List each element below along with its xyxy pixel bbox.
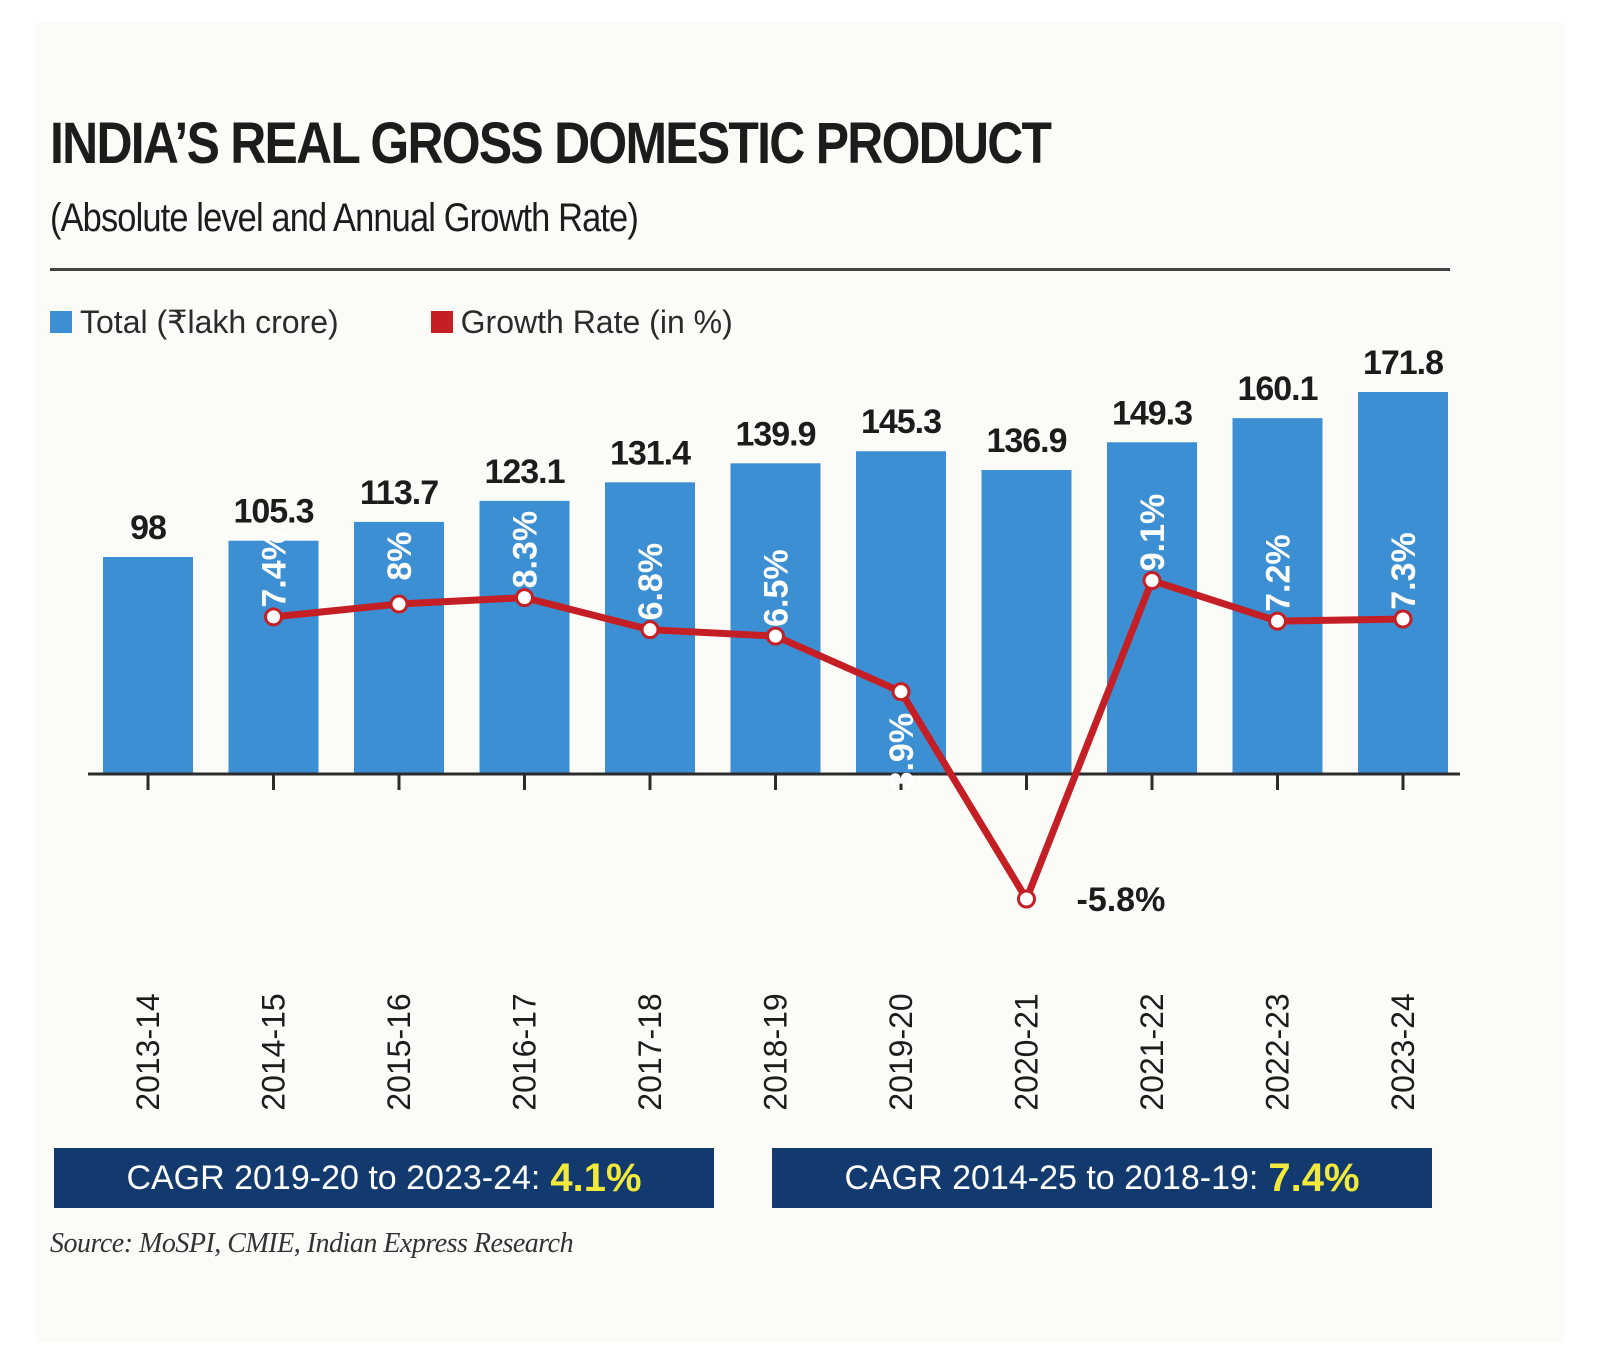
- legend: Total (₹lakh crore) Growth Rate (in %): [50, 300, 825, 344]
- bar-2020-21: [981, 470, 1072, 774]
- growth-point-2015-16: [389, 594, 409, 614]
- title-divider: [50, 268, 1450, 271]
- bar-2015-16: [354, 521, 444, 774]
- growth-point-2016-17: [515, 588, 534, 608]
- growth-point-2017-18: [640, 620, 660, 640]
- bar-value-label: 149.3: [1112, 394, 1192, 432]
- x-tick-label: 2016-17: [507, 993, 543, 1110]
- bar-value-label: 136.9: [986, 422, 1066, 460]
- chart-title: INDIA’S REAL GROSS DOMESTIC PRODUCT: [50, 111, 1052, 176]
- bar-2022-23: [1232, 418, 1323, 774]
- growth-rate-label: 8%: [381, 531, 419, 580]
- legend-swatch-total: [50, 311, 72, 333]
- growth-point-2019-20: [891, 682, 911, 702]
- growth-rate-label: 7.4%: [256, 530, 294, 608]
- bar-value-label: 131.4: [610, 434, 691, 472]
- x-tick-label: 2023-24: [1385, 993, 1421, 1110]
- source-note: Source: MoSPI, CMIE, Indian Express Rese…: [50, 1228, 574, 1259]
- growth-point-2021-22: [1142, 571, 1162, 591]
- bar-2021-22: [1107, 442, 1197, 774]
- legend-label-growth: Growth Rate (in %): [460, 303, 733, 340]
- growth-rate-label: 8.3%: [507, 511, 545, 589]
- bar-value-label: 105.3: [233, 493, 313, 531]
- bar-value-label: 145.3: [861, 403, 941, 441]
- x-tick-label: 2017-18: [632, 993, 668, 1110]
- legend-item-growth: Growth Rate (in %): [430, 303, 733, 341]
- bar-2018-19: [730, 463, 821, 774]
- cagr-value-recent: 4.1%: [550, 1155, 642, 1200]
- cagr-label-recent: CAGR 2019-20 to 2023-24:: [126, 1158, 541, 1197]
- bar-2014-15: [228, 540, 319, 774]
- growth-rate-line: [273, 577, 1404, 903]
- legend-swatch-growth: [430, 311, 453, 333]
- legend-item-total: Total (₹lakh crore): [50, 303, 339, 341]
- growth-rate-label: 7.3%: [1385, 532, 1423, 610]
- x-tick-label: 2014-15: [256, 993, 292, 1110]
- bar-value-label: 113.7: [360, 474, 438, 512]
- growth-rate-label: 7.2%: [1260, 534, 1298, 612]
- legend-label-total: Total (₹lakh crore): [80, 304, 339, 340]
- x-tick-label: 2019-20: [883, 993, 919, 1110]
- cagr-value-earlier: 7.4%: [1268, 1155, 1360, 1200]
- bar-2016-17: [479, 500, 570, 774]
- growth-rate-label: 6.5%: [758, 549, 796, 627]
- chart-subtitle: (Absolute level and Annual Growth Rate): [50, 196, 639, 240]
- bar-value-label: 139.9: [735, 415, 815, 453]
- x-tick-label: 2021-22: [1134, 993, 1170, 1110]
- growth-point-2023-24: [1393, 609, 1413, 629]
- x-tick-label: 2013-14: [130, 993, 166, 1110]
- x-tick-label: 2018-19: [758, 993, 794, 1110]
- x-tick-label: 2015-16: [381, 993, 417, 1110]
- growth-rate-label: 3.9%: [883, 713, 921, 791]
- growth-rate-label: 6.8%: [632, 543, 670, 621]
- cagr-box-earlier: CAGR 2014-25 to 2018-19: 7.4%: [772, 1148, 1432, 1208]
- bar-value-label: 98: [130, 509, 166, 547]
- bar-value-label: 160.1: [1237, 370, 1317, 408]
- growth-rate-label: 9.1%: [1134, 494, 1172, 572]
- cagr-box-recent: CAGR 2019-20 to 2023-24: 4.1%: [54, 1148, 714, 1208]
- bar-value-label: 123.1: [484, 453, 564, 491]
- cagr-label-earlier: CAGR 2014-25 to 2018-19:: [844, 1158, 1259, 1197]
- x-tick-label: 2020-21: [1009, 993, 1045, 1110]
- bar-value-label: 171.8: [1363, 344, 1443, 382]
- bar-2023-24: [1358, 392, 1448, 774]
- bar-2019-20: [856, 451, 946, 774]
- growth-rate-label: -5.8%: [1077, 881, 1166, 919]
- growth-point-2018-19: [766, 626, 785, 646]
- growth-point-2022-23: [1268, 611, 1287, 631]
- growth-point-2014-15: [264, 607, 283, 627]
- bar-2013-14: [103, 557, 193, 774]
- x-tick-label: 2022-23: [1260, 993, 1296, 1110]
- growth-point-2020-21: [1017, 889, 1036, 909]
